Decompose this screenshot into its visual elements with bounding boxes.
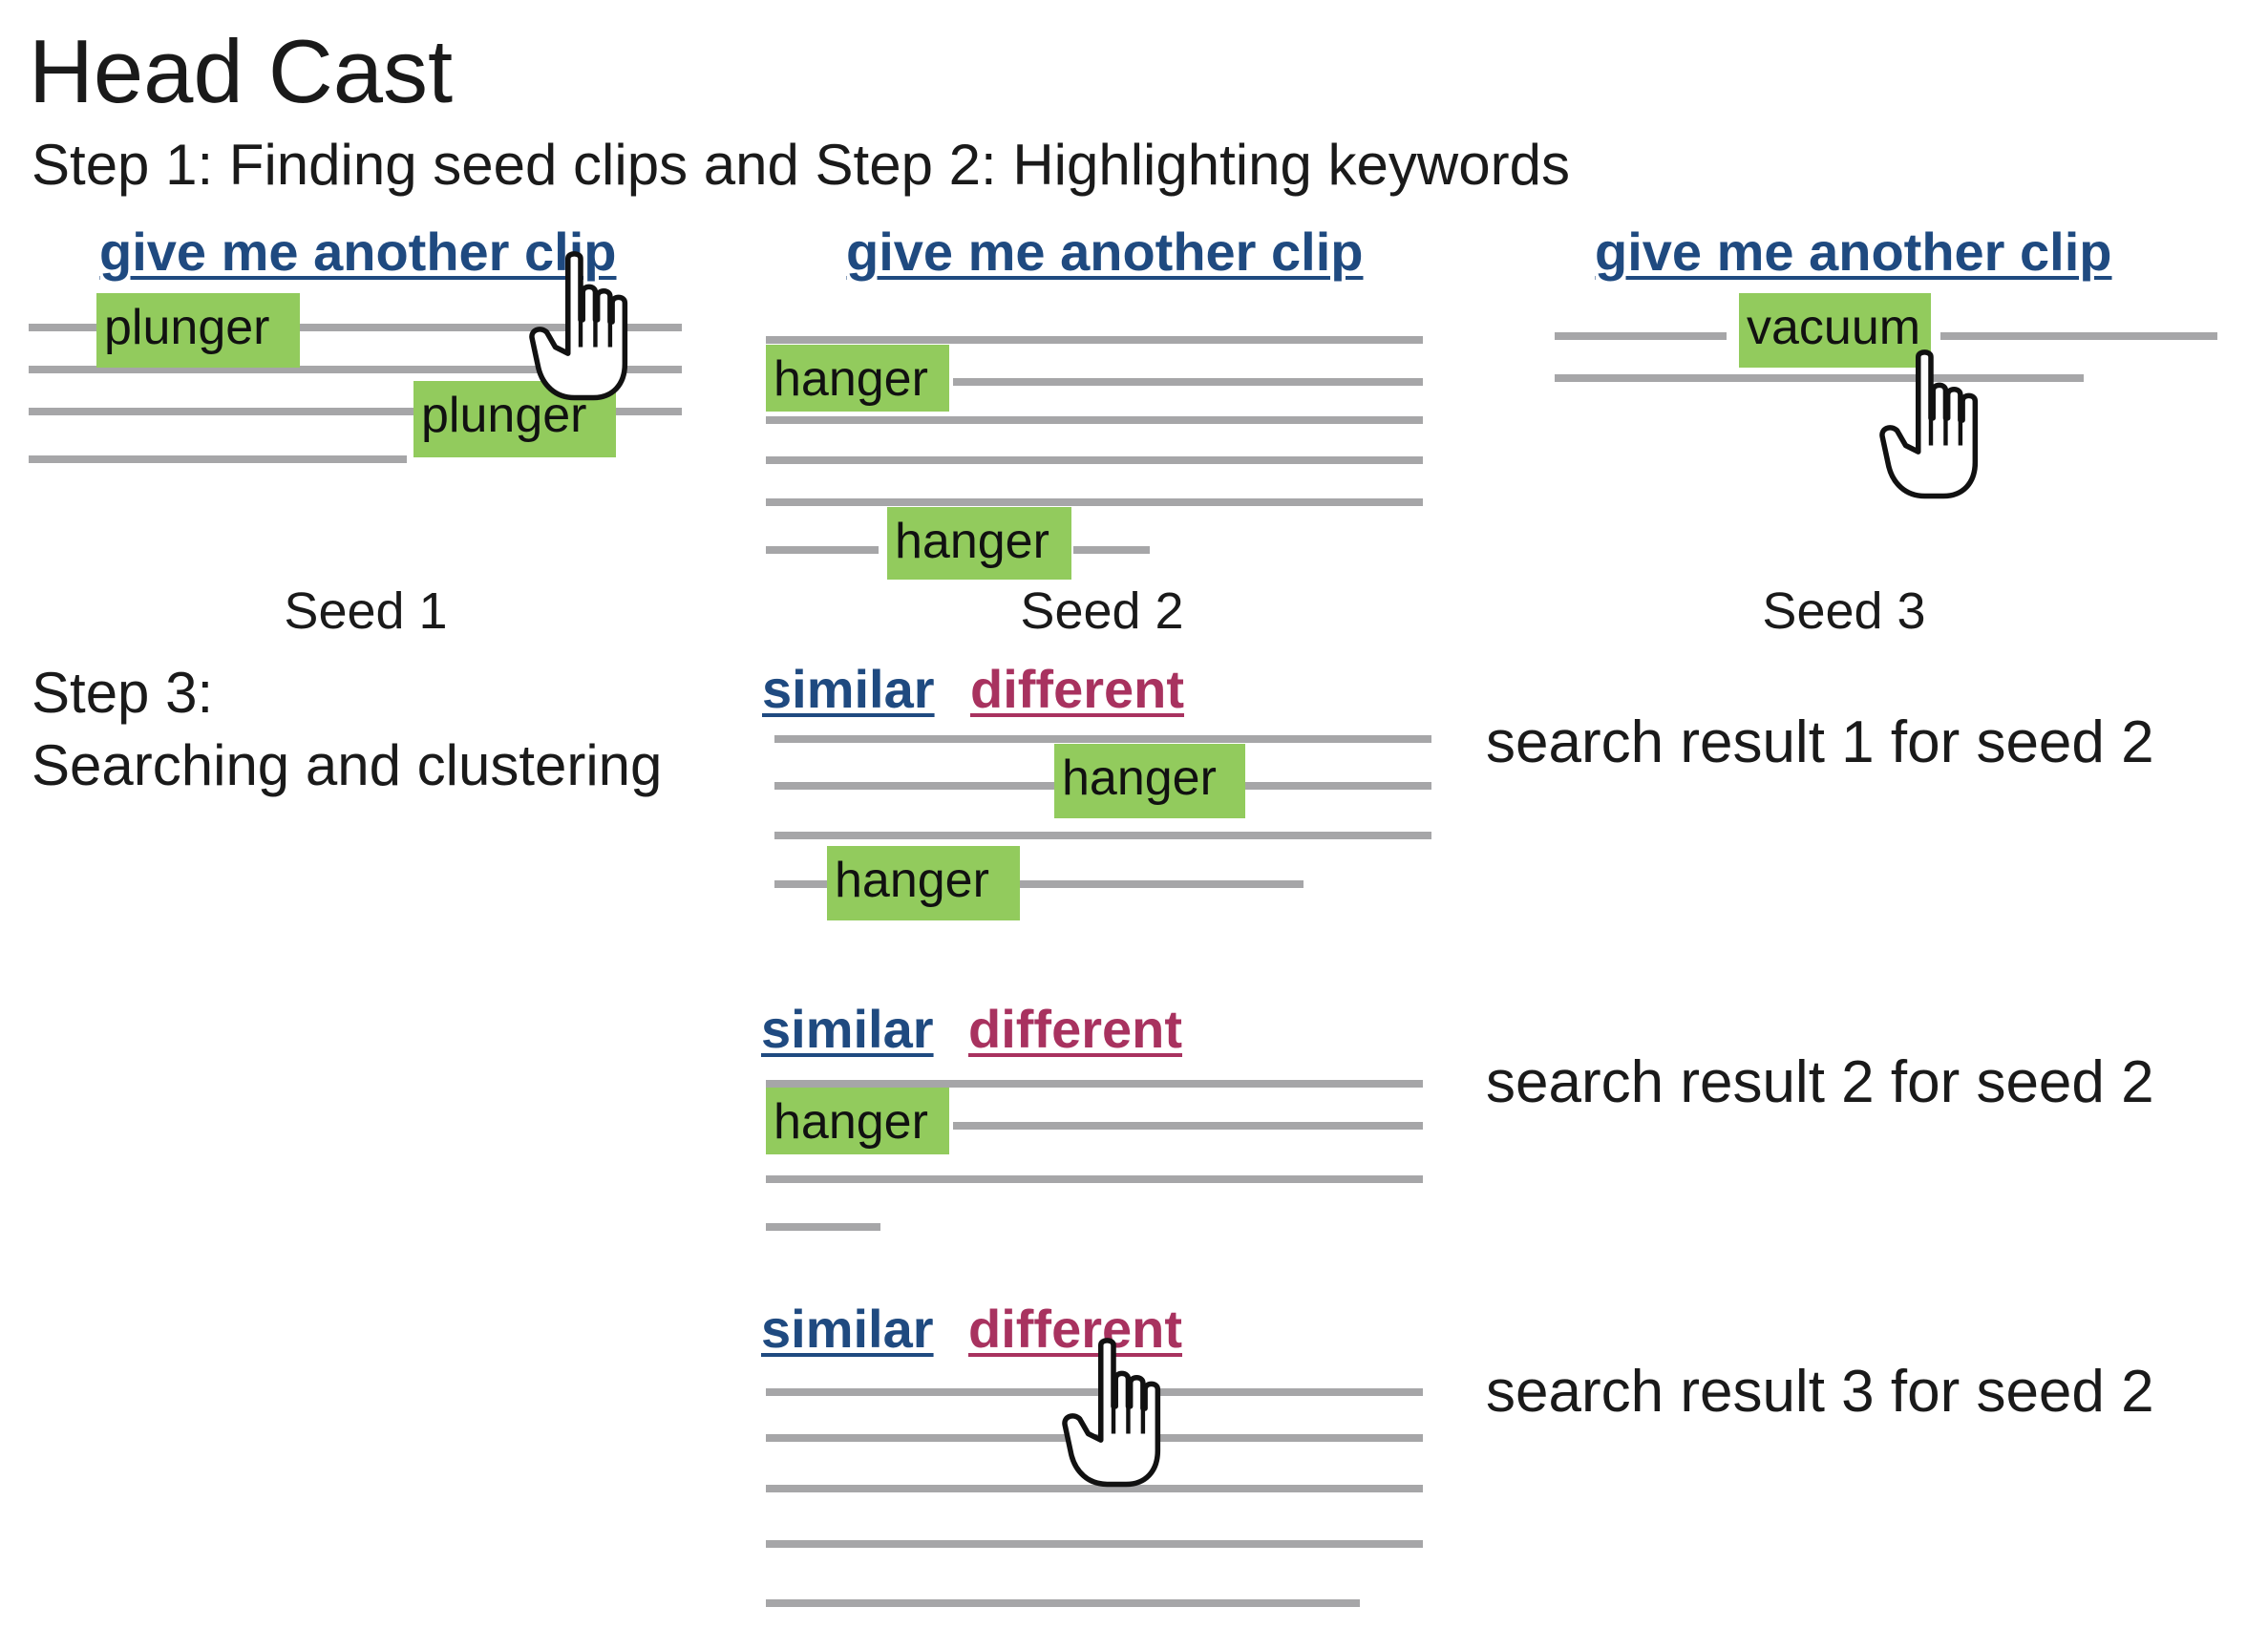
transcript-line — [766, 456, 1423, 464]
keyword-highlight[interactable]: hanger — [1054, 744, 1245, 818]
transcript-line — [953, 1122, 1423, 1130]
search-result-2-label: search result 2 for seed 2 — [1486, 1049, 2154, 1115]
keyword-highlight[interactable]: hanger — [766, 345, 949, 412]
transcript-line — [1555, 374, 2084, 382]
transcript-line — [766, 416, 1423, 424]
page-title: Head Cast — [29, 21, 454, 121]
seed-1-caption: Seed 1 — [284, 582, 448, 640]
transcript-line — [29, 408, 682, 415]
transcript-line — [766, 1540, 1423, 1548]
seed-2-caption: Seed 2 — [1020, 582, 1184, 640]
transcript-line — [766, 336, 1423, 344]
transcript-line — [766, 1388, 1423, 1396]
transcript-line — [1555, 332, 1727, 340]
similar-link[interactable]: similar — [762, 659, 935, 719]
transcript-line — [766, 498, 1423, 506]
subtitle: Step 1: Finding seed clips and Step 2: H… — [32, 133, 1570, 197]
similar-link[interactable]: similar — [761, 1299, 934, 1359]
transcript-line — [29, 455, 407, 463]
seed-3-caption: Seed 3 — [1762, 582, 1926, 640]
transcript-line — [953, 378, 1423, 386]
search-result-1-label: search result 1 for seed 2 — [1486, 709, 2154, 775]
transcript-line — [29, 366, 682, 373]
pointing-hand-cursor-icon — [1874, 349, 1988, 501]
keyword-highlight[interactable]: vacuum — [1739, 293, 1931, 368]
pointing-hand-cursor-icon — [523, 250, 638, 403]
transcript-line — [1073, 546, 1150, 554]
search-result-3-label: search result 3 for seed 2 — [1486, 1359, 2154, 1425]
give-me-another-clip-link-seed-3[interactable]: give me another clip — [1595, 222, 2112, 282]
transcript-line — [766, 1485, 1423, 1492]
transcript-line — [774, 735, 1431, 743]
transcript-line — [766, 1080, 1423, 1088]
transcript-line — [766, 546, 879, 554]
keyword-highlight[interactable]: hanger — [766, 1088, 949, 1154]
keyword-highlight[interactable]: plunger — [96, 293, 300, 368]
transcript-line — [774, 880, 1304, 888]
transcript-line — [766, 1175, 1423, 1183]
different-link[interactable]: different — [968, 1299, 1182, 1359]
different-link[interactable]: different — [970, 659, 1184, 719]
transcript-line — [774, 832, 1431, 839]
transcript-line — [766, 1599, 1360, 1607]
step-3-description: Searching and clustering — [32, 733, 663, 797]
transcript-line — [766, 1223, 880, 1231]
step-3-heading: Step 3: — [32, 661, 214, 725]
keyword-highlight[interactable]: hanger — [887, 507, 1071, 580]
give-me-another-clip-link-seed-1[interactable]: give me another clip — [99, 222, 617, 282]
pointing-hand-cursor-icon — [1056, 1337, 1171, 1490]
transcript-line — [1940, 332, 2217, 340]
different-link[interactable]: different — [968, 999, 1182, 1059]
step-3-label: Step 3: Searching and clustering — [32, 657, 662, 802]
similar-link[interactable]: similar — [761, 999, 934, 1059]
give-me-another-clip-link-seed-2[interactable]: give me another clip — [846, 222, 1364, 282]
keyword-highlight[interactable]: hanger — [827, 846, 1020, 920]
transcript-line — [29, 324, 682, 331]
